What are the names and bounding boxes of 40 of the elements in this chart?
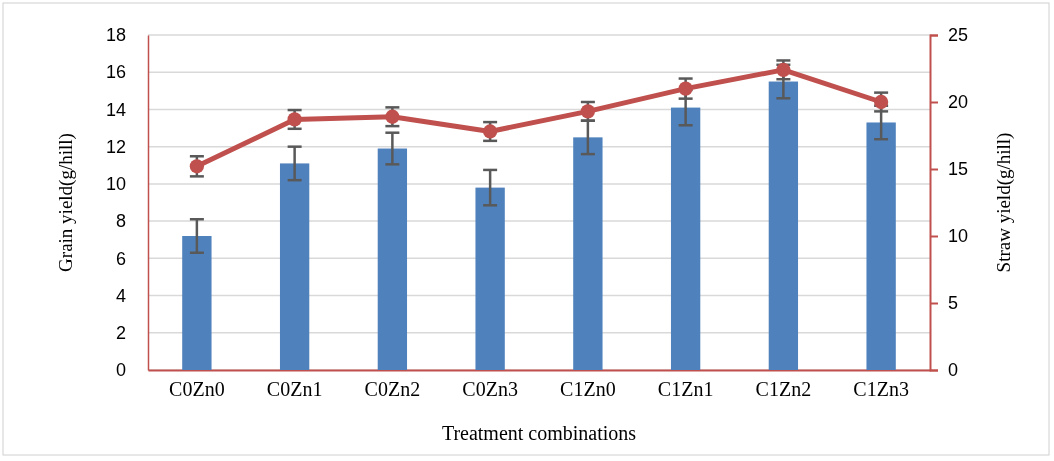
y-tick-label: 6 <box>115 248 126 269</box>
point <box>482 124 498 139</box>
point <box>678 81 693 96</box>
y2-tick-label: 0 <box>948 360 959 381</box>
point <box>385 109 400 124</box>
bar <box>279 163 310 370</box>
point <box>287 112 302 127</box>
bar <box>475 187 505 370</box>
point <box>189 159 205 174</box>
x-axis-title: Treatment combinations <box>441 422 637 444</box>
y-axis-title: Grain yield(g/hill) <box>55 133 77 272</box>
bar <box>377 148 408 370</box>
y-tick-label: 2 <box>115 323 126 344</box>
y-tick-label: 18 <box>105 25 126 46</box>
bar <box>768 81 799 370</box>
bar <box>182 236 212 370</box>
bar <box>573 137 603 370</box>
x-tick-label: C0Zn2 <box>364 378 421 401</box>
y2-tick-label: 10 <box>948 226 969 247</box>
y-tick-label: 14 <box>105 99 126 120</box>
x-tick-label: C0Zn0 <box>169 378 225 401</box>
x-tick-label: C1Zn1 <box>657 378 714 401</box>
y-tick-label: 12 <box>105 136 126 157</box>
y-tick-label: 10 <box>105 174 126 195</box>
x-tick-label: C1Zn0 <box>560 378 616 401</box>
y-tick-label: 0 <box>115 360 126 381</box>
y2-tick-label: 15 <box>948 159 969 180</box>
y-tick-label: 16 <box>105 62 126 83</box>
y-tick-label: 8 <box>115 211 126 232</box>
y2-tick-label: 5 <box>948 293 959 314</box>
bar <box>670 107 701 370</box>
x-tick-label: C0Zn1 <box>266 378 323 401</box>
x-tick-label: C1Zn3 <box>853 378 909 401</box>
y2-axis-title: Straw yield(g/hill) <box>993 132 1015 273</box>
y2-tick-label: 25 <box>948 25 969 46</box>
x-tick-label: C0Zn3 <box>462 378 518 401</box>
bar <box>866 122 896 370</box>
y-tick-label: 4 <box>115 285 126 306</box>
x-tick-label: C1Zn2 <box>755 378 812 401</box>
y2-tick-label: 20 <box>948 92 969 113</box>
